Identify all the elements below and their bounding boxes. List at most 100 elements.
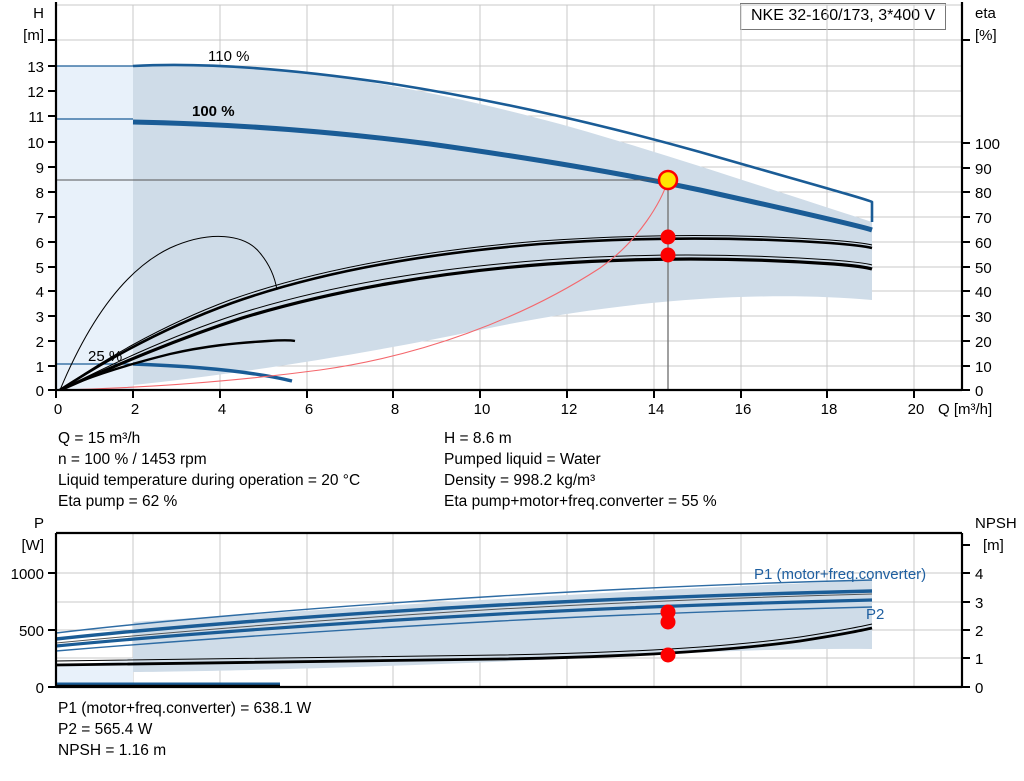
duty-temp: Liquid temperature during operation = 20…	[58, 472, 361, 489]
power-left-tick-labels: 1000 500 0	[11, 566, 44, 697]
head-x-ticks	[55, 390, 915, 398]
legend-p2: P2	[866, 606, 884, 623]
q-tick-20: 20	[908, 401, 925, 418]
power-right-ticks	[962, 544, 970, 688]
duty-eta: Eta pump = 62 %	[58, 493, 178, 510]
result-npsh: NPSH = 1.16 m	[58, 742, 167, 759]
p1-upper	[56, 579, 873, 634]
p2-curve	[56, 598, 873, 648]
head-x-tick-labels: 0 2 4 6 8 10 12 14 16 18 20	[54, 401, 925, 418]
x-axis-label: Q [m³/h]	[938, 401, 992, 418]
power-axes	[54, 531, 964, 689]
p2-upper	[56, 593, 873, 644]
curve-25-main	[132, 362, 293, 383]
eta-pump	[59, 237, 873, 390]
eta-tick-50: 50	[975, 260, 992, 277]
duty-point-npsh[interactable]	[660, 647, 676, 663]
npsh-tick-2: 2	[975, 623, 983, 640]
npsh-tick-3: 3	[975, 595, 983, 612]
q-tick-8: 8	[391, 401, 399, 418]
duty-point-p2[interactable]	[660, 614, 676, 630]
duty-liquid: Pumped liquid = Water	[444, 451, 601, 468]
p1-curve	[56, 589, 873, 641]
head-right-ticks	[962, 39, 970, 391]
duty-h: H = 8.6 m	[444, 430, 512, 447]
npsh-curve	[56, 626, 873, 667]
npsh-axis-label: NPSH	[975, 515, 1017, 532]
head-tick-2: 2	[36, 334, 44, 351]
q-tick-10: 10	[474, 401, 491, 418]
eta-curve-low	[59, 339, 296, 390]
duty-text-right: H = 8.6 m Pumped liquid = Water Density …	[444, 428, 717, 512]
head-band	[133, 64, 872, 385]
eta-tick-100: 100	[975, 136, 1000, 153]
duty-density: Density = 998.2 kg/m³	[444, 472, 596, 489]
result-p1: P1 (motor+freq.converter) = 638.1 W	[58, 700, 312, 717]
duty-point-head[interactable]	[657, 169, 679, 191]
pump-title-box: NKE 32-160/173, 3*400 V	[740, 3, 947, 30]
eta-tick-20: 20	[975, 334, 992, 351]
p-tick-500: 500	[19, 623, 44, 640]
head-tick-13: 13	[27, 59, 44, 76]
npsh-upper	[56, 623, 873, 662]
legend-p1: P1 (motor+freq.converter)	[754, 566, 926, 583]
result-p2: P2 = 565.4 W	[58, 721, 153, 738]
duty-point-eta-total[interactable]	[660, 247, 676, 263]
p-axis-label: P	[34, 515, 44, 532]
curve-label-25: 25 %	[88, 348, 122, 365]
eta-tick-30: 30	[975, 309, 992, 326]
head-tick-8: 8	[36, 185, 44, 202]
duty-point-eta-pump[interactable]	[660, 229, 676, 245]
duty-eta-tot: Eta pump+motor+freq.converter = 55 %	[444, 493, 717, 510]
q-tick-12: 12	[561, 401, 578, 418]
q-tick-2: 2	[131, 401, 139, 418]
p-axis-unit: [W]	[22, 537, 45, 554]
eta-tick-0: 0	[975, 383, 983, 400]
eta-axis-unit: [%]	[975, 27, 997, 44]
head-tick-6: 6	[36, 235, 44, 252]
eta-pump-outer	[59, 235, 873, 390]
head-right-tick-labels: 100 90 80 70 60 50 40 30 20 10 0	[975, 136, 1000, 400]
head-tick-11: 11	[28, 109, 44, 126]
curve-110-main	[132, 63, 874, 222]
h-axis-unit: [m]	[23, 27, 44, 44]
p2-lower	[56, 606, 873, 652]
npsh-axis-unit: [m]	[983, 537, 1004, 554]
eta-tick-90: 90	[975, 161, 992, 178]
duty-n: n = 100 % / 1453 rpm	[58, 451, 207, 468]
q-tick-16: 16	[735, 401, 752, 418]
head-tick-12: 12	[27, 84, 44, 101]
eta-tick-80: 80	[975, 185, 992, 202]
head-tick-10: 10	[27, 135, 44, 152]
duty-text-left: Q = 15 m³/h n = 100 % / 1453 rpm Liquid …	[58, 428, 360, 512]
eta-tick-10: 10	[975, 359, 992, 376]
q-tick-0: 0	[54, 401, 62, 418]
eta-axis-label: eta	[975, 5, 997, 22]
curve-label-110: 110 %	[208, 48, 249, 65]
npsh-tick-1: 1	[975, 651, 983, 668]
eta-tick-40: 40	[975, 284, 992, 301]
q-tick-4: 4	[218, 401, 226, 418]
head-tick-5: 5	[36, 260, 44, 277]
npsh-tick-0: 0	[975, 680, 983, 697]
head-tick-3: 3	[36, 309, 44, 326]
head-tick-9: 9	[36, 160, 44, 177]
duty-q: Q = 15 m³/h	[58, 430, 141, 447]
head-tick-1: 1	[36, 359, 44, 376]
head-tick-0: 0	[36, 383, 44, 400]
npsh-tick-4: 4	[975, 566, 983, 583]
eta-tick-60: 60	[975, 235, 992, 252]
power-band	[133, 580, 872, 672]
q-tick-14: 14	[648, 401, 665, 418]
p-tick-0: 0	[36, 680, 44, 697]
power-chart: P1 (motor+freq.converter) P2 1000 500 0 …	[0, 515, 1024, 705]
p-tick-1000: 1000	[11, 566, 44, 583]
head-tick-4: 4	[36, 284, 44, 301]
q-tick-6: 6	[305, 401, 313, 418]
head-tick-7: 7	[36, 210, 44, 227]
pump-title: NKE 32-160/173, 3*400 V	[751, 7, 936, 24]
eta-total-outer	[59, 254, 873, 390]
curve-label-100: 100 %	[192, 103, 235, 120]
head-left-tick-labels: 13 12 11 10 9 8 7 6 5 4 3 2 1 0	[27, 59, 44, 400]
head-band-light	[56, 66, 133, 390]
